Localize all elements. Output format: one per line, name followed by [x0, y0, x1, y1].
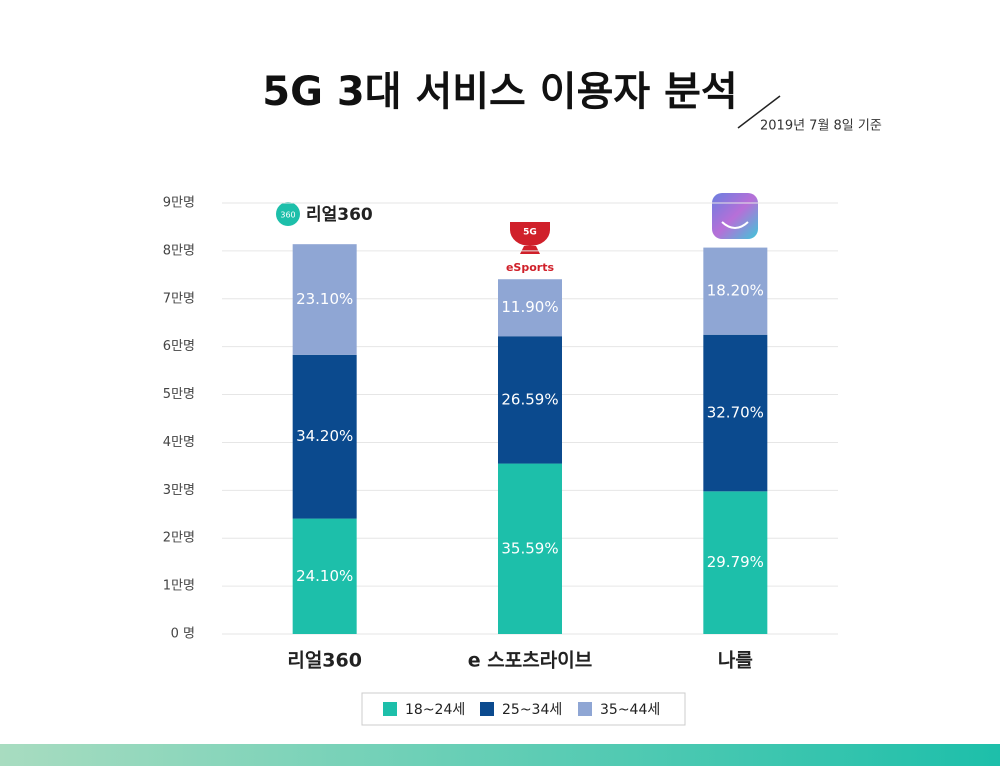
legend-label: 18~24세 — [405, 702, 465, 718]
bar-segment — [703, 247, 768, 335]
title-slash — [737, 95, 781, 129]
bar-segment — [498, 336, 562, 464]
legend-swatch — [480, 702, 494, 716]
chart-title: 5G 3대 서비스 이용자 분석 — [262, 69, 737, 115]
y-tick-label: 9만명 — [163, 196, 195, 211]
data-label: 34.20% — [296, 427, 353, 445]
data-label: 23.10% — [296, 290, 353, 308]
bar-segment — [498, 279, 562, 337]
logo-text: 5G — [523, 228, 537, 238]
data-label: 18.20% — [707, 282, 764, 300]
y-tick-label: 7만명 — [163, 291, 195, 306]
bar-segment — [703, 334, 768, 492]
chart-subtitle: 2019년 7월 8일 기준 — [760, 119, 882, 134]
y-tick-label: 8만명 — [163, 243, 195, 258]
data-label: 11.90% — [501, 298, 558, 316]
x-tick-label: e 스포츠라이브 — [468, 650, 592, 672]
bar-segment — [292, 354, 357, 519]
y-tick-label: 5만명 — [163, 387, 195, 402]
y-tick-label: 2만명 — [163, 531, 195, 546]
logo-text: eSports — [506, 261, 554, 274]
legend-box — [361, 692, 686, 726]
y-tick-label: 4만명 — [163, 435, 195, 450]
footer-band — [0, 744, 1000, 766]
bar-segment — [292, 244, 357, 355]
data-label: 32.70% — [707, 404, 764, 422]
legend-label: 35~44세 — [600, 702, 660, 718]
bar-segment — [292, 518, 357, 634]
logo-icon-mark — [721, 221, 749, 229]
logo-icon — [712, 193, 758, 239]
data-label: 24.10% — [296, 567, 353, 585]
data-label: 35.59% — [501, 539, 558, 557]
y-tick-label: 1만명 — [163, 579, 195, 594]
logo-icon — [276, 202, 300, 226]
legend-swatch — [578, 702, 592, 716]
y-tick-label: 6만명 — [163, 339, 195, 354]
data-label: 29.79% — [707, 553, 764, 571]
data-label: 26.59% — [501, 390, 558, 408]
bar-segment — [703, 491, 768, 634]
legend-swatch — [383, 702, 397, 716]
x-tick-label: 나를 — [718, 650, 753, 672]
legend-label: 25~34세 — [502, 702, 562, 718]
y-tick-label: 0 명 — [171, 627, 195, 642]
logo-trophy — [510, 222, 550, 254]
y-tick-label: 3만명 — [163, 483, 195, 498]
bar-segment — [498, 463, 562, 634]
logo-text: 리얼360 — [306, 205, 373, 225]
logo-icon-text: 360 — [280, 211, 295, 220]
x-tick-label: 리얼360 — [287, 650, 362, 672]
